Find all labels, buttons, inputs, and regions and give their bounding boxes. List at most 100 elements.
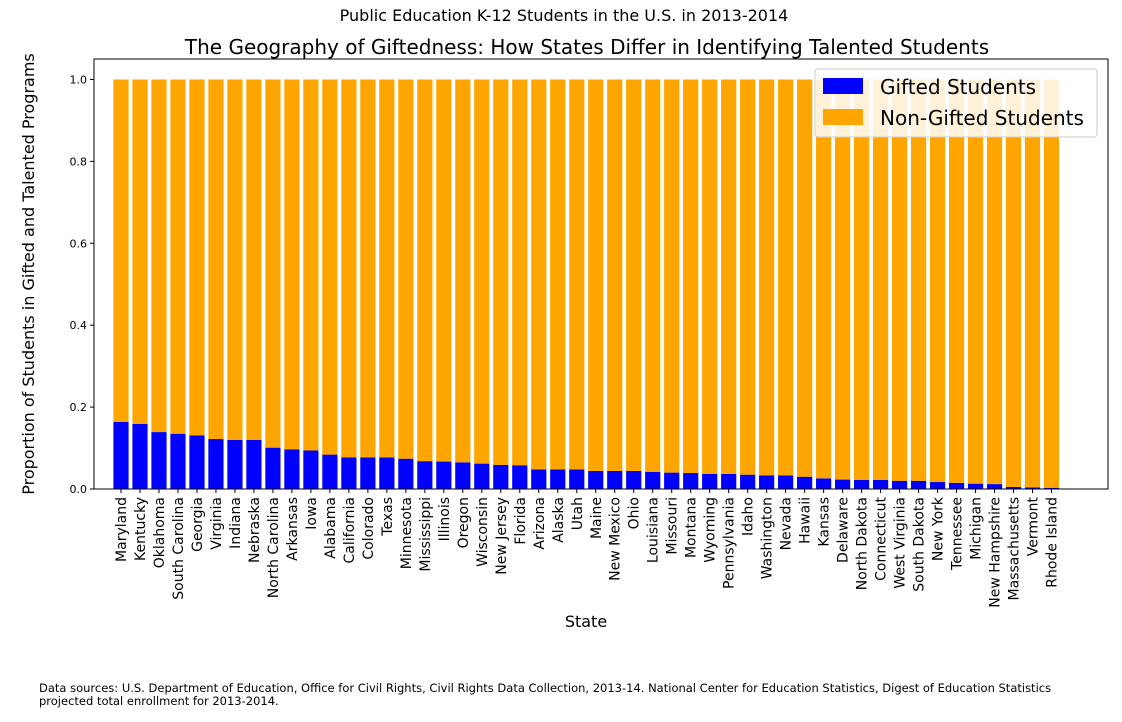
- bar-gifted-wyoming: [702, 473, 718, 489]
- x-tick-label-vermont: Vermont: [1026, 496, 1042, 556]
- x-tick-label-alaska: Alaska: [551, 497, 567, 543]
- chart-title: The Geography of Giftedness: How States …: [184, 35, 989, 59]
- bar-non-gifted-alabama: [322, 79, 338, 455]
- x-tick-label-florida: Florida: [513, 497, 529, 545]
- bar-non-gifted-south-carolina: [170, 79, 186, 434]
- bar-gifted-washington: [759, 475, 775, 489]
- x-tick-label-kentucky: Kentucky: [133, 497, 149, 561]
- bar-non-gifted-michigan: [967, 79, 984, 484]
- bar-gifted-alaska: [550, 469, 566, 489]
- bar-gifted-new-york: [929, 482, 946, 489]
- x-tick-label-virginia: Virginia: [209, 497, 225, 550]
- bar-non-gifted-vermont: [1024, 79, 1041, 488]
- bar-non-gifted-maryland: [113, 79, 129, 422]
- bar-gifted-hawaii: [797, 476, 813, 489]
- bar-non-gifted-oregon: [455, 79, 471, 463]
- x-tick-label-maryland: Maryland: [114, 497, 130, 562]
- bar-non-gifted-wisconsin: [474, 79, 490, 464]
- bar-gifted-oklahoma: [151, 432, 167, 489]
- x-tick-label-oregon: Oregon: [456, 497, 472, 548]
- x-tick-label-indiana: Indiana: [228, 497, 244, 549]
- legend-label-gifted: Gifted Students: [880, 75, 1036, 99]
- x-tick-label-montana: Montana: [684, 497, 700, 558]
- bar-non-gifted-ohio: [626, 79, 642, 471]
- bar-non-gifted-tennessee: [948, 79, 965, 483]
- x-tick-label-pennsylvania: Pennsylvania: [722, 497, 738, 589]
- x-tick-label-new-mexico: New Mexico: [608, 497, 624, 581]
- bar-non-gifted-iowa: [303, 79, 319, 451]
- x-tick-label-arizona: Arizona: [532, 497, 548, 550]
- x-tick-label-new-hampshire: New Hampshire: [988, 497, 1004, 608]
- bar-gifted-louisiana: [645, 471, 661, 489]
- x-tick-label-wyoming: Wyoming: [703, 497, 719, 563]
- bar-non-gifted-virginia: [208, 79, 224, 440]
- x-tick-label-minnesota: Minnesota: [399, 497, 415, 569]
- bar-non-gifted-connecticut: [873, 79, 889, 480]
- legend-box: [814, 68, 1098, 138]
- x-axis-label: State: [565, 612, 607, 631]
- bar-gifted-new-jersey: [493, 464, 509, 489]
- bar-non-gifted-minnesota: [398, 79, 414, 459]
- bar-gifted-virginia: [208, 439, 224, 489]
- bar-non-gifted-pennsylvania: [721, 79, 737, 474]
- bar-non-gifted-new-york: [929, 79, 946, 483]
- y-tick-label: 0.4: [70, 319, 88, 332]
- x-tick-label-new-jersey: New Jersey: [494, 497, 510, 575]
- bar-gifted-nevada: [778, 475, 794, 489]
- x-tick-label-alabama: Alabama: [323, 497, 339, 559]
- x-tick-label-missouri: Missouri: [665, 497, 681, 555]
- bar-gifted-missouri: [664, 472, 680, 489]
- bar-gifted-south-carolina: [170, 433, 186, 489]
- bar-gifted-new-hampshire: [986, 484, 1003, 489]
- x-tick-label-texas: Texas: [380, 497, 396, 537]
- x-tick-label-connecticut: Connecticut: [874, 496, 890, 580]
- x-tick-label-delaware: Delaware: [836, 497, 852, 563]
- y-tick-label: 1.0: [70, 73, 88, 86]
- bar-gifted-kansas: [816, 478, 832, 489]
- x-tick-label-west-virginia: West Virginia: [893, 497, 909, 589]
- bar-non-gifted-idaho: [740, 79, 756, 475]
- bar-non-gifted-nebraska: [246, 79, 262, 440]
- bar-gifted-south-dakota: [910, 480, 927, 489]
- bar-non-gifted-delaware: [835, 79, 851, 480]
- y-tick-label: 0.2: [70, 401, 88, 414]
- x-tick-label-new-york: New York: [931, 496, 947, 561]
- x-tick-label-south-dakota: South Dakota: [912, 497, 928, 592]
- x-tick-label-washington: Washington: [760, 497, 776, 579]
- bar-gifted-wisconsin: [474, 463, 490, 489]
- bar-gifted-florida: [512, 465, 528, 489]
- bar-non-gifted-missouri: [664, 79, 680, 473]
- legend: Gifted Students Non-Gifted Students: [814, 68, 1098, 138]
- bar-gifted-north-carolina: [265, 447, 281, 489]
- y-axis: 0.0 0.2 0.4 0.6 0.8 1.0: [70, 73, 94, 496]
- bar-non-gifted-utah: [569, 79, 585, 470]
- bar-gifted-pennsylvania: [721, 473, 737, 489]
- figure-suptitle: Public Education K-12 Students in the U.…: [339, 6, 789, 25]
- bar-non-gifted-indiana: [227, 79, 243, 440]
- x-tick-label-hawaii: Hawaii: [798, 497, 814, 544]
- x-tick-label-louisiana: Louisiana: [646, 497, 662, 563]
- bar-gifted-maryland: [113, 421, 129, 489]
- bar-non-gifted-south-dakota: [910, 79, 927, 481]
- y-tick-label: 0.8: [70, 155, 88, 168]
- bar-non-gifted-rhode-island: [1043, 79, 1060, 488]
- x-tick-label-rhode-island: Rhode Island: [1045, 497, 1061, 588]
- x-tick-label-michigan: Michigan: [969, 497, 985, 560]
- bar-gifted-west-virginia: [891, 480, 908, 489]
- x-tick-label-idaho: Idaho: [741, 497, 757, 536]
- x-tick-label-north-dakota: North Dakota: [855, 497, 871, 590]
- bar-gifted-ohio: [626, 470, 642, 489]
- bar-gifted-arizona: [531, 469, 547, 489]
- bar-non-gifted-new-mexico: [607, 79, 623, 471]
- x-axis: Maryland Kentucky Oklahoma South Carolina Ge…: [114, 489, 1061, 608]
- bar-gifted-vermont: [1024, 487, 1041, 489]
- bar-non-gifted-north-dakota: [854, 79, 870, 480]
- bar-gifted-arkansas: [284, 449, 300, 489]
- x-tick-label-kansas: Kansas: [817, 497, 833, 547]
- x-tick-label-arkansas: Arkansas: [285, 497, 301, 561]
- bar-non-gifted-texas: [379, 79, 395, 458]
- bar-non-gifted-wyoming: [702, 79, 718, 474]
- bar-gifted-iowa: [303, 450, 319, 489]
- bar-non-gifted-illinois: [436, 79, 452, 462]
- bar-non-gifted-alaska: [550, 79, 566, 470]
